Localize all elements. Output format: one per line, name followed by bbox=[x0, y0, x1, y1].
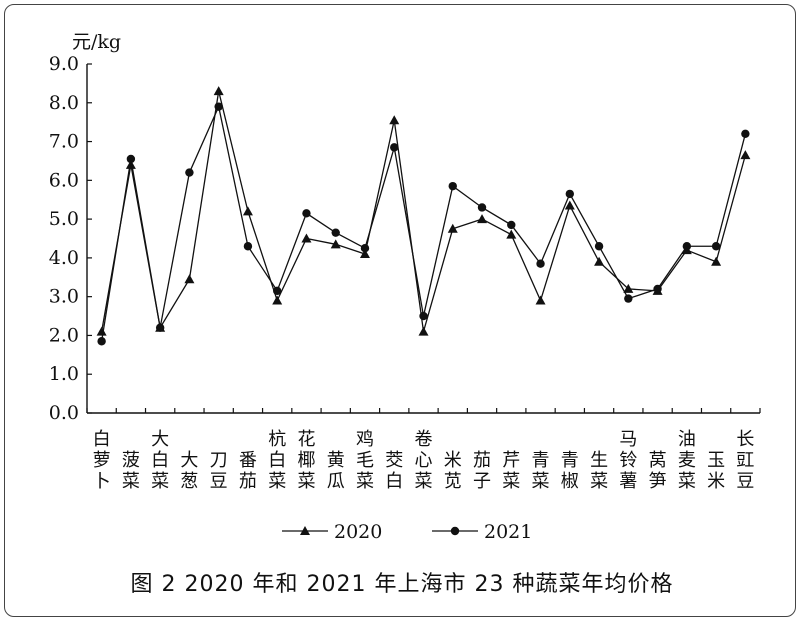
y-tick-label: 2.0 bbox=[49, 324, 79, 346]
x-tick-label: 大白菜 bbox=[151, 429, 169, 492]
data-point-2021 bbox=[419, 311, 428, 321]
x-tick-label: 芹菜 bbox=[502, 450, 520, 492]
x-tick-label: 青椒 bbox=[561, 450, 579, 492]
data-point-2020 bbox=[184, 274, 195, 284]
data-point-2020 bbox=[418, 326, 429, 336]
x-tick-label: 米苋 bbox=[444, 450, 462, 492]
data-point-2021 bbox=[448, 181, 457, 191]
data-point-2021 bbox=[360, 243, 370, 253]
figure-caption: 图 2 2020 年和 2021 年上海市 23 种蔬菜年均价格 bbox=[130, 572, 674, 597]
data-point-2020 bbox=[711, 256, 722, 266]
x-tick-label: 黄瓜 bbox=[327, 450, 345, 492]
x-tick-label: 白萝卜 bbox=[93, 429, 111, 492]
x-tick-label: 鸡毛菜 bbox=[356, 429, 374, 492]
x-tick-label: 卷心菜 bbox=[415, 429, 433, 492]
series-line-2020 bbox=[100, 90, 746, 332]
data-point-2020 bbox=[477, 214, 488, 224]
y-tick-label: 4.0 bbox=[49, 247, 79, 269]
data-point-2021 bbox=[272, 286, 282, 296]
data-point-2021 bbox=[390, 143, 399, 152]
chart-marks bbox=[96, 86, 751, 346]
data-point-2021 bbox=[243, 242, 253, 251]
data-point-2020 bbox=[389, 115, 400, 125]
y-tick-label: 9.0 bbox=[49, 53, 79, 75]
data-point-2021 bbox=[653, 284, 662, 294]
data-point-2021 bbox=[565, 189, 575, 199]
x-tick-label: 菠菜 bbox=[122, 450, 140, 492]
data-point-2021 bbox=[97, 337, 106, 346]
x-tick-label: 生菜 bbox=[590, 450, 608, 492]
data-point-2021 bbox=[594, 242, 604, 251]
data-point-2020 bbox=[623, 283, 634, 293]
y-tick-label: 0.0 bbox=[49, 402, 79, 424]
data-point-2020 bbox=[272, 295, 283, 305]
data-point-2020 bbox=[447, 223, 458, 233]
data-point-2020 bbox=[330, 239, 341, 249]
data-point-2021 bbox=[214, 102, 223, 111]
x-tick-label: 大葱 bbox=[180, 450, 198, 492]
data-point-2021 bbox=[711, 242, 721, 251]
data-point-2021 bbox=[682, 242, 692, 251]
x-tick-label: 茭白 bbox=[385, 450, 403, 492]
data-point-2021 bbox=[155, 323, 165, 332]
x-tick-label: 莴笋 bbox=[649, 450, 667, 492]
x-tick-label: 马铃薯 bbox=[619, 429, 637, 492]
x-tick-label: 玉米 bbox=[707, 450, 725, 492]
line-chart: 0.0 1.0 2.0 3.0 4.0 5.0 6.0 7.0 8.0 9.0元/kg 白萝卜菠菜大… bbox=[49, 31, 761, 543]
data-point-2020 bbox=[740, 150, 751, 160]
legend-label: 2020 bbox=[334, 521, 382, 543]
data-point-2020 bbox=[242, 206, 253, 216]
y-tick-label: 1.0 bbox=[49, 363, 79, 385]
data-point-2021 bbox=[536, 259, 545, 268]
data-point-2021 bbox=[624, 294, 633, 303]
y-tick-label: 8.0 bbox=[49, 92, 79, 114]
data-point-2021 bbox=[477, 203, 487, 212]
y-axis-unit-label: 元/kg bbox=[72, 31, 121, 53]
data-point-2020 bbox=[213, 86, 224, 96]
y-tick-label: 5.0 bbox=[49, 208, 79, 230]
x-tick-label: 长豇豆 bbox=[736, 429, 754, 492]
figure-frame bbox=[4, 4, 796, 617]
x-tick-label: 花椰菜 bbox=[297, 429, 315, 492]
data-point-2021 bbox=[331, 228, 340, 237]
data-point-2020 bbox=[301, 233, 312, 243]
data-point-2020 bbox=[506, 229, 517, 239]
x-tick-label: 青菜 bbox=[532, 450, 550, 492]
data-point-2020 bbox=[564, 200, 575, 210]
x-tick-label: 杭白菜 bbox=[268, 429, 286, 492]
x-tick-label: 番茄 bbox=[239, 450, 257, 492]
axes: 0.0 1.0 2.0 3.0 4.0 5.0 6.0 7.0 8.0 9.0元/kg 白萝卜菠菜大… bbox=[49, 31, 761, 492]
y-tick-label: 6.0 bbox=[49, 169, 79, 191]
series-2021 bbox=[97, 102, 750, 346]
data-point-2020 bbox=[594, 256, 605, 266]
x-tick-label: 刀豆 bbox=[210, 450, 228, 492]
data-point-2021 bbox=[302, 209, 311, 218]
data-point-2020 bbox=[96, 326, 107, 336]
data-point-2020 bbox=[535, 295, 546, 305]
x-tick-label: 茄子 bbox=[473, 450, 491, 492]
legend: 2020 2021 bbox=[282, 521, 532, 543]
series-2020 bbox=[96, 86, 751, 336]
data-point-2020 bbox=[359, 249, 370, 259]
data-point-2021 bbox=[185, 168, 194, 177]
legend-label: 2021 bbox=[484, 521, 532, 543]
legend-item-2021: 2021 bbox=[432, 521, 532, 543]
legend-marker bbox=[450, 526, 460, 536]
y-tick-label: 3.0 bbox=[49, 286, 79, 308]
data-point-2021 bbox=[126, 154, 136, 164]
data-point-2021 bbox=[507, 220, 516, 230]
y-tick-label: 7.0 bbox=[49, 131, 79, 153]
legend-item-2020: 2020 bbox=[282, 521, 382, 543]
data-point-2020 bbox=[125, 159, 136, 169]
x-tick-label: 油麦菜 bbox=[678, 429, 696, 492]
legend-marker bbox=[300, 526, 310, 535]
data-point-2021 bbox=[741, 129, 750, 138]
